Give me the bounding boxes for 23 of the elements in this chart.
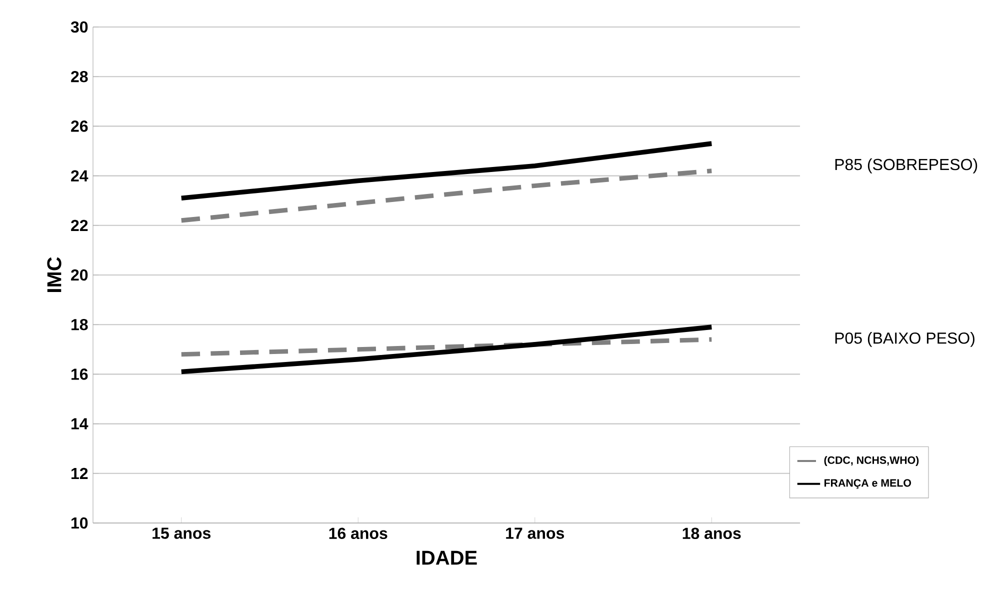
y-tick-label: 18 bbox=[72, 318, 88, 330]
line-series bbox=[179, 337, 714, 357]
y-tick-label: 14 bbox=[72, 418, 88, 430]
y-tick-label: 16 bbox=[72, 368, 88, 380]
y-axis-title: IMC bbox=[47, 257, 62, 292]
y-tick-label: 30 bbox=[70, 21, 88, 33]
x-tick-label: 18 anos bbox=[682, 528, 741, 540]
legend-label: (CDC, NCHS,WHO) bbox=[824, 456, 919, 466]
x-tick-label: 16 anos bbox=[329, 528, 388, 540]
y-tick-label: 20 bbox=[71, 269, 88, 281]
y-tick-label: 28 bbox=[71, 70, 88, 82]
x-axis-title: IDADE bbox=[416, 550, 477, 565]
x-tick-label: 17 anos bbox=[506, 528, 564, 539]
y-tick-label: 22 bbox=[71, 220, 88, 231]
y-tick-label: 24 bbox=[71, 170, 88, 182]
line-series bbox=[179, 168, 714, 223]
x-tick-label: 15 anos bbox=[152, 528, 210, 539]
text: P05 (BAIXO PESO) bbox=[835, 332, 974, 347]
y-tick-label: 12 bbox=[72, 468, 88, 479]
y-tick-label: 26 bbox=[71, 120, 88, 132]
legend-label: FRANÇA e MELO bbox=[824, 479, 911, 489]
y-tick-label: 10 bbox=[72, 517, 88, 529]
text: P85 (SOBREPESO) bbox=[835, 158, 978, 174]
